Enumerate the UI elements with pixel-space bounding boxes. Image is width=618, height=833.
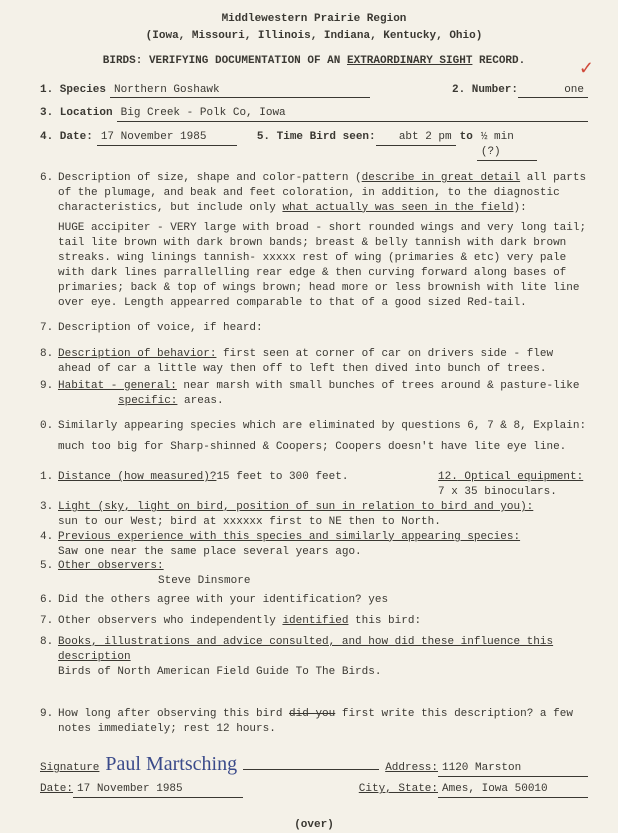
s2-q9-b: did you (289, 708, 335, 720)
q10-answer: much too big for Sharp-shinned & Coopers… (58, 440, 588, 455)
title-b: EXTRAORDINARY SIGHT (347, 55, 472, 67)
q9-num: 9. (40, 379, 58, 409)
s2-q3-num: 3. (40, 500, 58, 530)
date-line: 4. Date: 17 November 1985 5. Time Bird s… (40, 130, 588, 161)
form-title: BIRDS: VERIFYING DOCUMENTATION OF AN EXT… (40, 54, 588, 69)
q9-body: Habitat - general: near marsh with small… (58, 379, 588, 409)
q8-body: Description of behavior: first seen at c… (58, 347, 588, 377)
s2-q6-prompt: Did the others agree with your identific… (58, 594, 368, 606)
to-label: to (460, 130, 473, 145)
s2-q7-c: this bird: (348, 615, 421, 627)
s2-q3-prompt: Light (sky, light on bird, position of s… (58, 501, 533, 513)
q8: 8. Description of behavior: first seen a… (40, 347, 588, 377)
q9-general-answer: near marsh with small bunches of trees a… (177, 380, 580, 392)
q6-answer: HUGE accipiter - VERY large with broad -… (58, 221, 588, 310)
citystate-value: Ames, Iowa 50010 (438, 782, 588, 798)
states-header: (Iowa, Missouri, Illinois, Indiana, Kent… (40, 29, 588, 44)
s2-q5-num: 5. (40, 559, 58, 589)
q6-prompt-b: describe in great detail (362, 172, 520, 184)
number-label: 2. Number: (452, 83, 518, 98)
time-value: abt 2 pm (376, 130, 456, 146)
s2-q1: 1. Distance (how measured)?15 feet to 30… (40, 470, 438, 485)
s2-q9: 9. How long after observing this bird di… (40, 707, 588, 737)
q9-habitat: 9. Habitat - general: near marsh with sm… (40, 379, 588, 409)
q7-prompt: Description of voice, if heard: (58, 321, 588, 336)
s2-q12-label: 12. (438, 471, 458, 483)
signature-area: Signature Paul Martsching Address: 1120 … (40, 751, 588, 798)
title-c: RECORD. (472, 55, 525, 67)
q6-prompt-d: what actually was seen in the field (282, 202, 513, 214)
location-line: 3. Location Big Creek - Polk Co, Iowa (40, 106, 588, 122)
s2-q1-prompt: Distance (how measured)? (58, 471, 216, 483)
number-value: one (518, 83, 588, 99)
q10: 0. Similarly appearing species which are… (40, 419, 588, 434)
s2-q4-prompt: Previous experience with this species an… (58, 531, 520, 543)
date-value: 17 November 1985 (97, 130, 237, 146)
s2-q8: 8. Books, illustrations and advice consu… (40, 635, 588, 680)
s2-q7-b: identified (282, 615, 348, 627)
citystate-label: City, State: (359, 782, 438, 797)
q6-prompt-e: ): (513, 202, 526, 214)
sigdate-label: Date: (40, 782, 73, 797)
s2-q9-num: 9. (40, 707, 58, 737)
species-line: 1. Species Northern Goshawk 2. Number: o… (40, 83, 588, 99)
q10-prompt: Similarly appearing species which are el… (58, 419, 588, 434)
q6-prompt-a: Description of size, shape and color-pat… (58, 172, 362, 184)
duration-value: ½ min (?) (477, 130, 537, 161)
s2-q7-a: Other observers who independently (58, 615, 282, 627)
address-label: Address: (385, 761, 438, 776)
s2-q1-answer: 15 feet to 300 feet. (216, 471, 348, 483)
s2-q6: 6. Did the others agree with your identi… (40, 593, 588, 608)
s2-q12-prompt: Optical equipment: (458, 471, 583, 483)
title-a: BIRDS: VERIFYING DOCUMENTATION OF AN (103, 55, 347, 67)
s2-q3-answer: sun to our West; bird at xxxxxx first to… (58, 516, 441, 528)
q6-body: Description of size, shape and color-pat… (58, 171, 588, 216)
s2-q12-answer: 7 x 35 binoculars. (438, 486, 557, 498)
red-checkmark: ✓ (579, 56, 594, 80)
location-label: 3. Location (40, 106, 113, 121)
date-label: 4. Date: (40, 130, 93, 145)
s2-q8-prompt: Books, illustrations and advice consulte… (58, 636, 553, 663)
s2-q6-answer: yes (368, 594, 388, 606)
s2-q8-answer: Birds of North American Field Guide To T… (58, 666, 381, 678)
s2-q7-num: 7. (40, 614, 58, 629)
q9-specific-label: specific: (118, 395, 177, 407)
s2-q1-num: 1. (40, 470, 58, 485)
q9-general-label: Habitat - general: (58, 380, 177, 392)
address-value: 1120 Marston (438, 761, 588, 777)
region-header: Middlewestern Prairie Region (40, 12, 588, 27)
s2-q5: 5. Other observers: Steve Dinsmore (40, 559, 588, 589)
s2-q12: 12. Optical equipment: 7 x 35 binoculars… (438, 470, 588, 500)
q6-num: 6. (40, 171, 58, 216)
s2-q4-num: 4. (40, 530, 58, 560)
q8-prompt: Description of behavior: (58, 348, 216, 360)
signature-value: Paul Martsching (105, 751, 237, 778)
q7-num: 7. (40, 321, 58, 336)
location-value: Big Creek - Polk Co, Iowa (117, 106, 588, 122)
distance-optical-row: 1. Distance (how measured)?15 feet to 30… (40, 470, 588, 500)
s2-q4: 4. Previous experience with this species… (40, 530, 588, 560)
s2-q9-a: How long after observing this bird (58, 708, 289, 720)
over-text: (over) (40, 818, 588, 833)
q9-specific-answer: areas. (177, 395, 223, 407)
sigdate-value: 17 November 1985 (73, 782, 243, 798)
signature-label: Signature (40, 761, 99, 776)
q10-num: 0. (40, 419, 58, 434)
q7: 7. Description of voice, if heard: (40, 321, 588, 336)
s2-q7: 7. Other observers who independently ide… (40, 614, 588, 629)
s2-q4-answer: Saw one near the same place several year… (58, 546, 362, 558)
s2-q5-answer: Steve Dinsmore (158, 575, 250, 587)
s2-q9-c: first write this description? (335, 708, 533, 720)
s2-q6-num: 6. (40, 593, 58, 608)
q8-num: 8. (40, 347, 58, 377)
q6: 6. Description of size, shape and color-… (40, 171, 588, 216)
species-value: Northern Goshawk (110, 83, 370, 99)
s2-q5-prompt: Other observers: (58, 560, 164, 572)
time-label: 5. Time Bird seen: (257, 130, 376, 145)
species-label: 1. Species (40, 83, 106, 98)
s2-q3: 3. Light (sky, light on bird, position o… (40, 500, 588, 530)
s2-q8-num: 8. (40, 635, 58, 680)
